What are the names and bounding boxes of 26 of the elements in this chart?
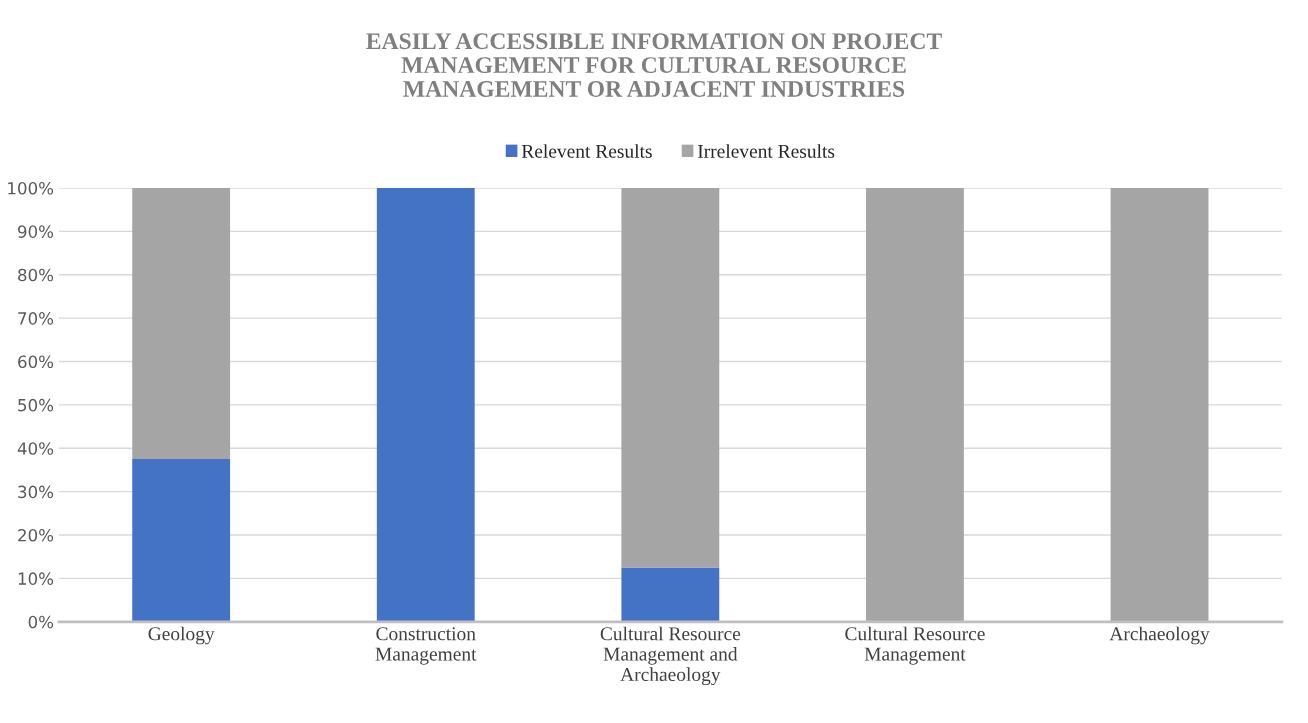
bar	[132, 187, 231, 460]
y-tick-label: 40%	[17, 442, 54, 455]
y-tick-label: 90%	[18, 225, 54, 238]
bar	[132, 459, 231, 622]
y-tick-label: 30%	[18, 485, 54, 499]
bar	[621, 567, 720, 622]
x-tick-label: Cultural Resource Management and Archaeology	[600, 626, 741, 686]
x-tick-label: Geology	[148, 626, 215, 645]
y-tick-label: 0%	[28, 615, 54, 629]
y-tick-label: 50%	[18, 398, 54, 412]
bar	[376, 187, 475, 622]
y-tick-label: 80%	[18, 268, 54, 282]
bar	[621, 187, 720, 568]
bar	[866, 187, 964, 622]
legend-label: Relevent Results	[521, 144, 652, 158]
y-tick-label: 70%	[18, 312, 54, 325]
bar	[1110, 187, 1209, 622]
y-tick-label: 60%	[18, 355, 54, 369]
x-tick-label: Construction Management	[375, 627, 477, 665]
y-tick-label: 10%	[18, 572, 54, 585]
y-tick-label: 100%	[8, 181, 54, 195]
y-tick-label: 20%	[18, 528, 54, 542]
x-tick-label: Archaeology	[1109, 626, 1210, 645]
legend-label: Irrelevent Results	[697, 144, 835, 158]
x-tick-label: Cultural Resource Management	[845, 626, 985, 665]
chart-title: EASILY ACCESSIBLE INFORMATION ON PROJECT MANAGEMENT FOR CULTURAL RESOURCE MANAGEMENT OR ADJACENT INDUSTRIES	[366, 33, 942, 97]
